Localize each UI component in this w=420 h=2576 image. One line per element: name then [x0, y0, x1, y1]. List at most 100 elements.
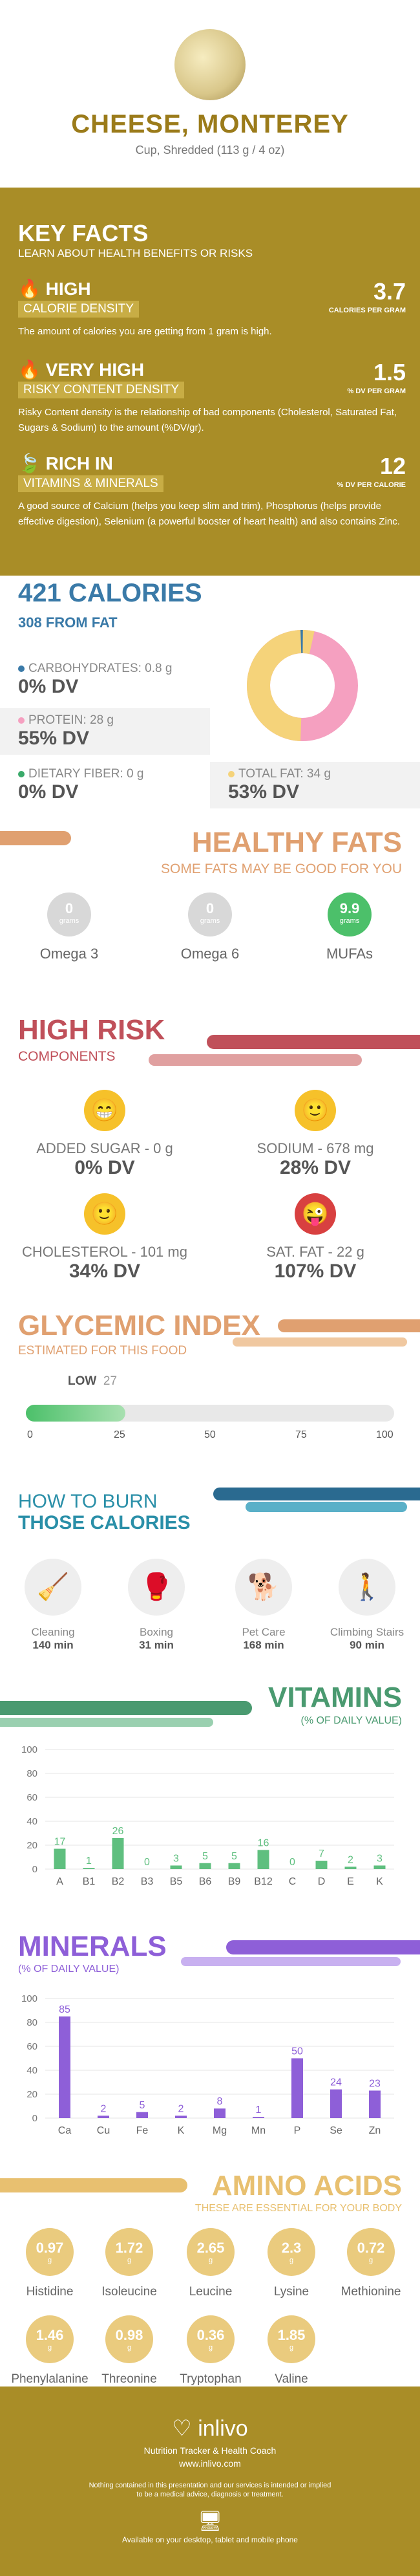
mineral-value-label: 85 — [59, 2004, 70, 2015]
burn-stairs: 🚶 Climbing Stairs 90 min — [322, 1559, 412, 1652]
macro-dv: 0% DV — [18, 676, 79, 697]
omega6-bubble: 0 grams — [188, 893, 232, 936]
page-title: CHEESE, MONTEREY — [71, 110, 349, 138]
vitamin-value-label: 16 — [258, 1837, 269, 1848]
macro-dv: 55% DV — [18, 728, 90, 749]
burn-cleaning: 🧹 Cleaning 140 min — [8, 1559, 98, 1652]
vitamins-chart: 0 20 40 60 80 100 17 A 1 B1 26 B2 0 B3 3 B5 5 B6 5 B9 16 B12 0… — [21, 1744, 394, 1887]
fact-unit: % DV PER GRAM — [347, 387, 406, 395]
vitamin-value-label: 3 — [173, 1853, 179, 1864]
cleaning-icon: 🧹 — [25, 1559, 81, 1616]
mineral-ytick: 80 — [26, 2017, 37, 2028]
vitamin-bar — [112, 1837, 124, 1869]
vitamin-value-label: 5 — [231, 1851, 237, 1862]
vitamin-bar — [315, 1861, 328, 1869]
vitamins-title: VITAMINS — [268, 1682, 402, 1713]
vitamin-bar — [373, 1865, 386, 1869]
flame-icon: 🔥 — [18, 360, 41, 380]
smile-face-icon: 😁 — [84, 1090, 125, 1131]
vitamin-value-label: 7 — [319, 1848, 324, 1859]
fact-label: CALORIE DENSITY — [18, 301, 140, 318]
amino-lysine: 2.3 g Lysine — [253, 2228, 330, 2299]
mineral-bar — [330, 2089, 342, 2118]
fact-level: HIGH — [45, 279, 91, 299]
mineral-category-label: Mg — [213, 2125, 227, 2136]
mineral-ytick: 20 — [26, 2089, 37, 2100]
macro-label: CARBOHYDRATES: 0.8 g — [28, 662, 173, 675]
decor-bar — [207, 1035, 420, 1049]
mineral-category-label: P — [294, 2125, 301, 2136]
vitamin-category-label: B9 — [228, 1876, 241, 1887]
amino-leucine: 2.65 g Leucine — [172, 2228, 249, 2299]
amino-tryptophan: 0.36 g Tryptophan — [172, 2315, 249, 2387]
fact-level: RICH IN — [45, 453, 113, 473]
mineral-category-label: Fe — [136, 2125, 149, 2136]
vitamin-bar — [257, 1850, 269, 1869]
mufa-bubble: 9.9 grams — [328, 893, 372, 936]
burn-boxing: 🥊 Boxing 31 min — [111, 1559, 202, 1652]
macro-label: DIETARY FIBER: 0 g — [28, 767, 144, 781]
mineral-ytick: 100 — [21, 1993, 37, 2004]
calories-title: 421 CALORIES — [18, 579, 202, 607]
mineral-value-label: 2 — [101, 2103, 107, 2114]
decor-bar — [0, 2178, 187, 2192]
vitamin-value-label: 17 — [54, 1837, 66, 1848]
decor-bar — [0, 831, 71, 845]
mineral-value-label: 23 — [369, 2078, 381, 2089]
healthy-fats-title: HEALTHY FATS — [191, 827, 402, 858]
fact-desc: Risky Content density is the relationshi… — [18, 407, 397, 433]
macro-label: TOTAL FAT: 34 g — [238, 767, 331, 781]
mineral-category-label: Zn — [369, 2125, 381, 2136]
mineral-ytick: 0 — [32, 2113, 37, 2124]
amino-subtitle: THESE ARE ESSENTIAL FOR YOUR BODY — [194, 2203, 402, 2214]
mineral-value-label: 1 — [256, 2105, 262, 2116]
vitamin-bar — [344, 1867, 357, 1869]
stairs-icon: 🚶 — [339, 1559, 395, 1616]
vitamin-category-label: B12 — [254, 1876, 273, 1887]
decor-bar — [278, 1319, 420, 1332]
mineral-bar — [98, 2116, 109, 2118]
amino-histidine: 0.97 g Histidine — [11, 2228, 89, 2299]
mineral-bar — [253, 2117, 264, 2118]
gi-tick: 25 — [114, 1429, 125, 1440]
vitamins-subtitle: (% OF DAILY VALUE) — [300, 1715, 402, 1726]
footer: ♡ inlivo Nutrition Tracker & Health Coac… — [0, 2387, 420, 2576]
gi-level: LOW — [68, 1374, 97, 1388]
macro-fat: TOTAL FAT: 34 g 53% DV — [210, 762, 420, 808]
risk-label: CHOLESTEROL - 101 mg — [22, 1244, 187, 1260]
mineral-value-label: 8 — [217, 2096, 223, 2107]
amino-isoleucine: 1.72 g Isoleucine — [90, 2228, 168, 2299]
decor-bar — [181, 1957, 401, 1966]
key-facts-subtitle: LEARN ABOUT HEALTH BENEFITS OR RISKS — [18, 247, 253, 259]
header: CHEESE, MONTEREY Cup, Shredded (113 g / … — [0, 0, 420, 188]
wink-face-icon: 😜 — [295, 1193, 336, 1235]
gi-value: 27 — [103, 1374, 118, 1388]
glycemic-title: GLYCEMIC INDEX — [18, 1310, 260, 1341]
footer-url[interactable]: www.inlivo.com — [179, 2458, 241, 2469]
fact-desc: The amount of calories you are getting f… — [18, 326, 272, 337]
donut-fat — [247, 630, 358, 741]
vitamin-ytick: 60 — [26, 1792, 37, 1803]
gi-tick: 0 — [27, 1429, 33, 1440]
gi-tick: 100 — [376, 1429, 394, 1440]
smile-face-icon: 🙂 — [295, 1090, 336, 1131]
vitamin-category-label: C — [289, 1876, 297, 1887]
carbs-dot — [18, 665, 25, 672]
risk-label: SODIUM - 678 mg — [257, 1140, 374, 1156]
vitamin-value-label: 5 — [202, 1851, 208, 1862]
vitamin-bar — [54, 1848, 66, 1869]
mineral-bar — [291, 2058, 303, 2118]
minerals-chart: 0 20 40 60 80 100 85 Ca 2 Cu 5 Fe 2 K 8 Mg 1 Mn 50 P 24 Se 23 Z… — [21, 1993, 394, 2136]
decor-bar — [0, 1701, 252, 1715]
calories-from-fat: 308 FROM FAT — [18, 614, 118, 631]
fact-calorie-density: 🔥 HIGH CALORIE DENSITY 3.7 CALORIES PER … — [18, 278, 406, 340]
mineral-bar — [59, 2016, 70, 2118]
decor-bar — [149, 1054, 362, 1066]
risk-added-sugar: 😁 ADDED SUGAR - 0 g 0% DV — [8, 1090, 202, 1179]
risk-dv: 28% DV — [279, 1157, 352, 1178]
vitamin-value-label: 0 — [289, 1857, 295, 1868]
burn-title-1: HOW TO BURN — [18, 1491, 158, 1512]
mineral-category-label: K — [178, 2125, 185, 2136]
fact-vitamins-minerals: 🍃 RICH IN VITAMINS & MINERALS 12 % DV PE… — [18, 453, 406, 530]
key-facts-title: KEY FACTS — [18, 220, 149, 246]
